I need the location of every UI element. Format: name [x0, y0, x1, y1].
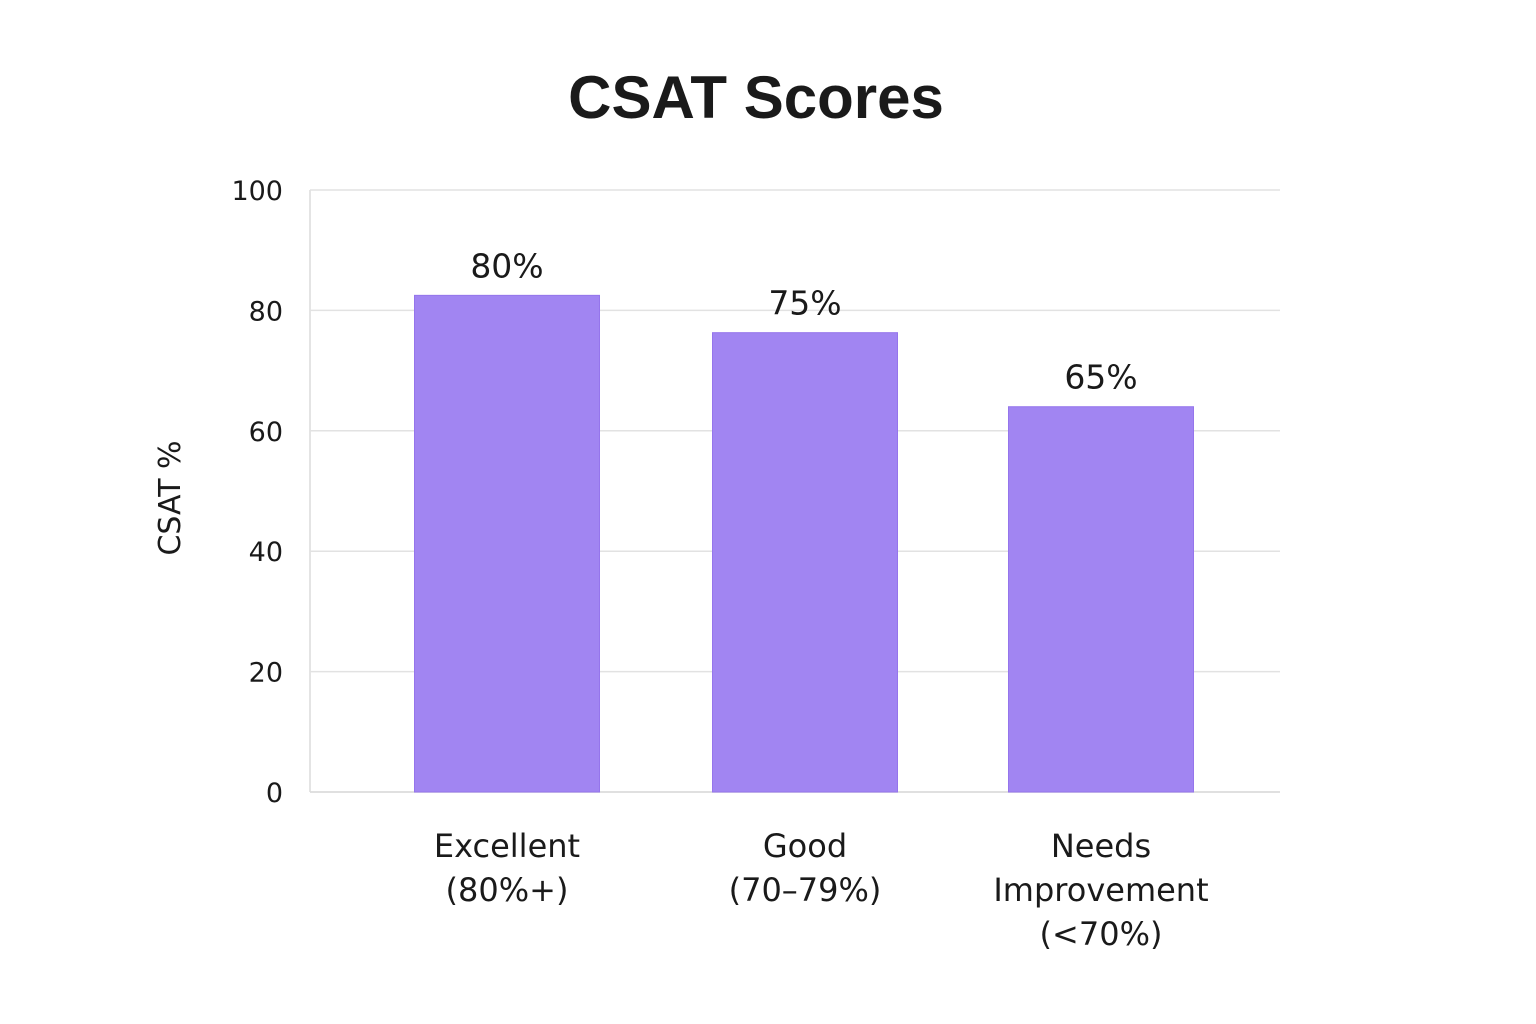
bars — [414, 294, 1194, 793]
y-axis-title: CSAT % — [153, 440, 188, 555]
y-tick-label: 100 — [231, 176, 283, 207]
data-label: 75% — [768, 284, 841, 323]
y-tick-label: 60 — [249, 417, 283, 448]
x-tick-label: (80%+) — [446, 871, 569, 909]
data-label: 65% — [1064, 358, 1137, 397]
data-labels: 80% 75% 65% — [470, 246, 1137, 396]
x-tick-label: Needs — [1051, 827, 1151, 865]
x-tick-label: (70–79%) — [729, 871, 882, 909]
bar — [712, 332, 898, 793]
x-tick-label: Good — [763, 827, 847, 865]
y-tick-label: 0 — [266, 778, 283, 809]
x-axis-categories: Excellent (80%+) Good (70–79%) Needs Improvem… — [434, 827, 1209, 953]
y-tick-label: 20 — [249, 658, 283, 689]
x-tick-label: Excellent — [434, 827, 580, 865]
data-label: 80% — [470, 246, 543, 285]
y-tick-label: 40 — [249, 537, 283, 568]
bar — [414, 294, 600, 793]
y-tick-label: 80 — [249, 296, 283, 327]
bar — [1008, 406, 1194, 793]
chart-title: CSAT Scores — [568, 64, 944, 131]
x-tick-label: (<70%) — [1040, 915, 1163, 953]
x-tick-label: Improvement — [993, 871, 1208, 909]
y-axis-ticks: 0 20 40 60 80 100 — [231, 176, 283, 809]
